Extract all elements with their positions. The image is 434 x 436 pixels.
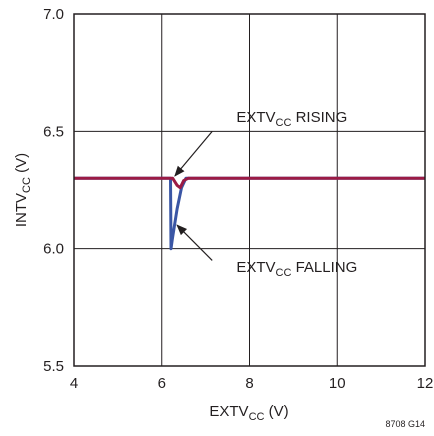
y-tick-labels: 5.5 6.0 6.5 7.0	[43, 6, 64, 375]
annotation-arrow	[174, 130, 213, 177]
y-axis-label: INTVCC (V)	[13, 153, 33, 227]
x-tick-label: 6	[158, 375, 166, 392]
plot-frame	[73, 13, 426, 367]
x-axis-label: EXTVCC (V)	[209, 403, 288, 423]
grid	[74, 14, 425, 366]
x-tick-label: 4	[70, 375, 78, 392]
y-tick-label: 6.5	[43, 123, 64, 140]
x-tick-label: 10	[329, 375, 346, 392]
figure-code: 8708 G14	[385, 419, 425, 429]
y-tick-label: 6.0	[43, 241, 64, 258]
annotation-label: EXTVCC FALLING	[236, 259, 357, 279]
x-tick-label: 8	[245, 375, 253, 392]
series-line-2	[74, 176, 425, 190]
annotation-label: EXTVCC RISING	[236, 109, 347, 129]
annotation-arrow	[176, 224, 213, 261]
y-tick-label: 7.0	[43, 6, 64, 23]
series-layer	[74, 176, 425, 251]
x-tick-label: 12	[417, 375, 434, 392]
annotations: EXTVCC RISING EXTVCC FALLING	[174, 109, 357, 279]
x-tick-labels: 4 6 8 10 12	[70, 375, 434, 392]
y-tick-label: 5.5	[43, 358, 64, 375]
